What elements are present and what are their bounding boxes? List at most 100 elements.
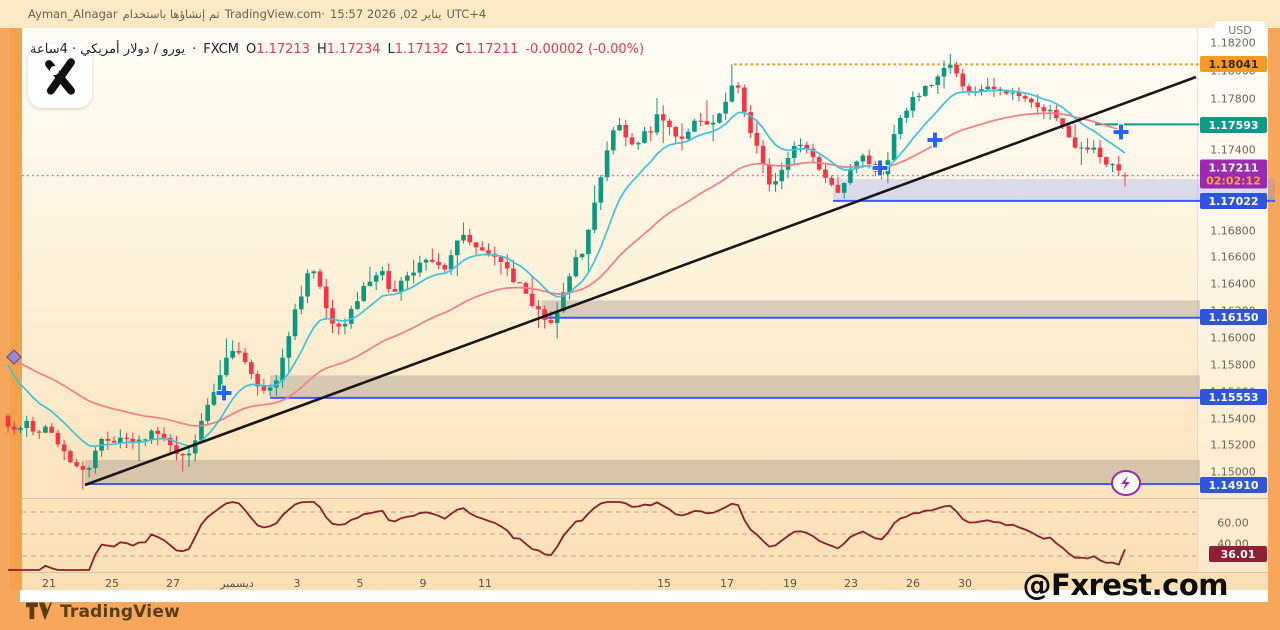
- candle: [398, 280, 404, 292]
- candle: [1110, 164, 1115, 166]
- candle: [5, 415, 11, 427]
- candle: [548, 319, 554, 323]
- symbol-name[interactable]: يورو / دولار أمريكي · 4ساعة: [30, 42, 186, 57]
- candle: [642, 131, 647, 143]
- time-tick: 11: [478, 577, 492, 590]
- candle: [342, 323, 348, 327]
- candle: [11, 426, 17, 430]
- candle: [611, 130, 616, 151]
- rsi-line[interactable]: [8, 501, 1126, 571]
- candle: [373, 275, 379, 282]
- candle: [411, 272, 416, 276]
- candle: [149, 430, 154, 440]
- candle: [904, 110, 909, 118]
- candle: [261, 386, 267, 391]
- price-tick: 1.15000: [1210, 465, 1256, 479]
- tradingview-footer-logo[interactable]: TradingView: [26, 601, 180, 623]
- pane-separator-top[interactable]: [22, 498, 1268, 499]
- candle: [779, 169, 785, 182]
- candle: [49, 426, 54, 433]
- candle: [598, 177, 604, 203]
- candle: [142, 439, 148, 441]
- support-level-label-4: 1.14910: [1200, 477, 1267, 493]
- candle: [330, 308, 335, 324]
- candle: [436, 261, 441, 266]
- candle: [323, 286, 329, 309]
- candle: [186, 453, 192, 456]
- candle: [760, 145, 766, 165]
- candle: [704, 121, 710, 125]
- watermark-text: @Fxrest.com: [1022, 568, 1229, 602]
- candle: [860, 155, 866, 162]
- candle: [61, 444, 67, 452]
- support-level-label-3: 1.15553: [1200, 389, 1267, 405]
- candle: [536, 306, 541, 310]
- time-tick: 19: [783, 577, 797, 590]
- candle: [866, 155, 872, 164]
- candle: [380, 271, 385, 276]
- rsi-value-label: 36.01: [1209, 546, 1267, 562]
- candle: [155, 430, 161, 434]
- candle: [367, 281, 373, 287]
- candle: [754, 133, 760, 146]
- candle: [698, 120, 703, 122]
- candle: [124, 437, 129, 439]
- plus-marker-icon[interactable]: [926, 131, 944, 149]
- candle: [898, 117, 903, 135]
- candle: [336, 323, 342, 327]
- candle: [30, 420, 36, 432]
- time-tick: 15: [657, 577, 671, 590]
- lightning-badge-icon[interactable]: [1111, 470, 1141, 496]
- candle: [910, 97, 916, 111]
- candle: [442, 265, 448, 270]
- candle: [1116, 164, 1122, 171]
- candle: [804, 144, 810, 149]
- candle: [1122, 175, 1128, 177]
- x-logo-icon: [45, 58, 75, 95]
- candle: [479, 247, 485, 251]
- currency-toggle-button[interactable]: USD: [1215, 21, 1265, 39]
- candle: [617, 124, 622, 131]
- candle: [473, 242, 479, 248]
- candle: [504, 261, 510, 269]
- candle: [966, 86, 972, 93]
- candle: [317, 271, 323, 287]
- pane-separator-bottom[interactable]: [22, 572, 1268, 573]
- candle: [960, 73, 966, 87]
- candle: [236, 351, 242, 353]
- demand-zone-mid: [270, 375, 1200, 399]
- candle: [841, 182, 847, 193]
- candle: [423, 259, 429, 263]
- candle: [954, 64, 959, 74]
- exchange-name[interactable]: FXCM: [203, 42, 239, 57]
- candle: [586, 229, 591, 254]
- candle: [1047, 109, 1053, 112]
- plus-marker-icon[interactable]: [1112, 123, 1130, 141]
- candle: [935, 76, 941, 85]
- candle: [742, 87, 747, 113]
- candle: [180, 453, 186, 456]
- candle: [105, 439, 111, 441]
- plus-marker-icon[interactable]: [215, 384, 233, 402]
- candle: [111, 440, 117, 443]
- candle: [292, 309, 298, 337]
- plus-marker-icon[interactable]: [871, 159, 889, 177]
- candle: [255, 373, 260, 387]
- attribution-created-with: تم إنشاؤها باستخدام: [122, 7, 220, 21]
- ohlc-low: L1.17132: [387, 42, 449, 57]
- candle: [592, 202, 597, 230]
- candle: [230, 351, 235, 358]
- candle: [1016, 92, 1022, 97]
- candle: [991, 86, 997, 90]
- ascending-trendline[interactable]: [84, 75, 1197, 487]
- candle: [18, 428, 23, 430]
- candle: [941, 67, 947, 77]
- candle: [1066, 125, 1072, 138]
- candle: [629, 137, 635, 145]
- price-change: -0.00002 (-0.00%): [525, 42, 645, 57]
- diamond-marker-icon[interactable]: [6, 349, 22, 365]
- candle: [848, 168, 853, 183]
- tradingview-wordmark: TradingView: [60, 602, 180, 622]
